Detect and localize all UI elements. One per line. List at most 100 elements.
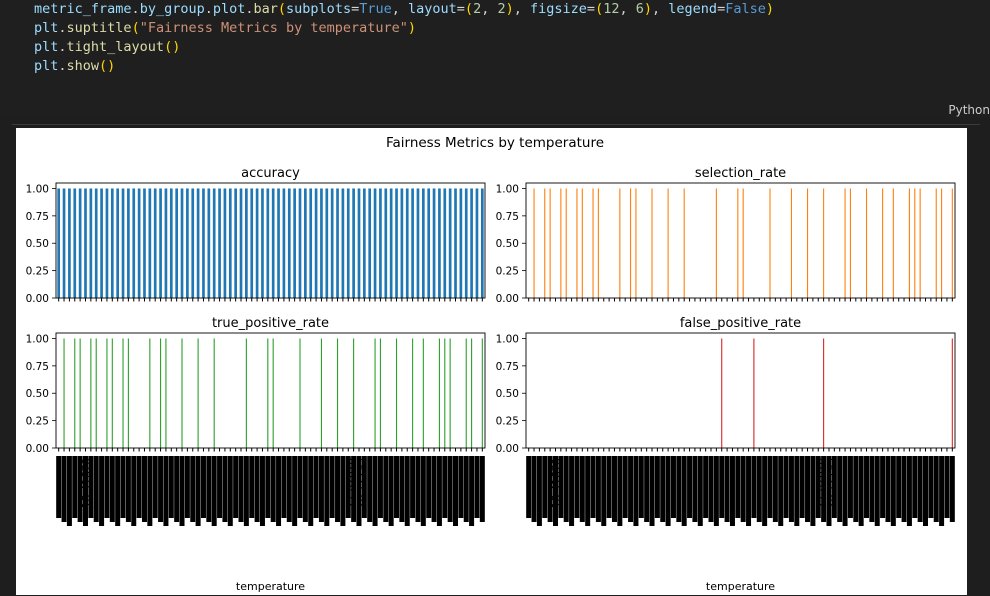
x-tick-label-dense bbox=[815, 456, 821, 518]
code-token: () bbox=[99, 58, 116, 74]
x-tick-label-dense bbox=[751, 456, 757, 518]
bar-accuracy bbox=[218, 188, 221, 298]
x-tick-label-dense bbox=[158, 456, 164, 522]
x-tick-label-dense bbox=[474, 456, 480, 518]
bar-accuracy bbox=[245, 188, 248, 298]
bar-accuracy bbox=[105, 188, 109, 298]
x-tick-label: 27.82620 bbox=[345, 458, 357, 508]
x-tick-label-dense bbox=[901, 456, 907, 522]
x-tick-label-dense bbox=[125, 456, 131, 522]
subplot-title-true_positive_rate: true_positive_rate bbox=[212, 316, 329, 331]
y-tick-label: 0.50 bbox=[26, 238, 49, 250]
bar-accuracy bbox=[202, 188, 205, 298]
bar-true_positive_rate bbox=[412, 338, 414, 448]
code-cell[interactable]: metric_frame.by_group.plot.bar(subplots=… bbox=[0, 0, 990, 118]
bar-true_positive_rate bbox=[438, 338, 440, 448]
cell-language-label[interactable]: Python bbox=[948, 103, 990, 117]
code-token: . bbox=[131, 1, 140, 17]
code-token: . bbox=[58, 58, 67, 74]
x-tick-label-dense bbox=[88, 456, 94, 518]
x-tick-label-dense bbox=[719, 456, 725, 518]
x-tick-label-dense bbox=[574, 456, 580, 518]
y-tick-label: 0.75 bbox=[496, 361, 519, 373]
bar-accuracy bbox=[68, 188, 71, 298]
x-tick-label-dense bbox=[906, 456, 912, 526]
y-tick-label: 0.50 bbox=[26, 388, 49, 400]
y-tick-label: 0.25 bbox=[496, 416, 519, 428]
x-tick-label-dense bbox=[644, 456, 650, 522]
x-tick-label-dense bbox=[858, 456, 864, 526]
axes-frame-selection_rate bbox=[525, 182, 956, 299]
bar-accuracy bbox=[143, 188, 146, 298]
x-tick-label-dense bbox=[179, 456, 185, 526]
x-tick-label-dense bbox=[531, 456, 537, 522]
x-tick-label-dense bbox=[292, 456, 298, 526]
bar-selection_rate bbox=[592, 188, 594, 298]
x-tick-label-dense bbox=[109, 456, 115, 522]
x-tick-label-dense bbox=[77, 456, 83, 522]
bar-accuracy bbox=[137, 188, 141, 298]
x-tick-label-dense bbox=[912, 456, 918, 518]
x-tick-label-dense bbox=[270, 456, 276, 522]
bar-accuracy bbox=[384, 188, 388, 298]
bar-selection_rate bbox=[635, 188, 637, 298]
x-tick-label-dense bbox=[206, 456, 212, 522]
x-tick-label-dense bbox=[622, 456, 628, 518]
x-tick-label-dense bbox=[286, 456, 292, 522]
code-line-1: metric_frame.by_group.plot.bar(subplots=… bbox=[34, 1, 774, 17]
x-tick-label-dense bbox=[141, 456, 147, 522]
bar-accuracy bbox=[293, 188, 296, 298]
bar-selection_rate bbox=[544, 188, 546, 298]
x-tick-label-dense bbox=[469, 456, 475, 526]
bar-accuracy bbox=[464, 188, 468, 298]
x-tick-label-dense bbox=[313, 456, 319, 518]
x-tick-label-dense bbox=[826, 456, 832, 526]
code-line-4: plt.show() bbox=[34, 58, 115, 74]
x-tick-label-dense bbox=[805, 456, 811, 522]
code-token: bar bbox=[253, 1, 278, 17]
y-tick-label: 1.00 bbox=[26, 333, 49, 345]
bar-accuracy bbox=[132, 188, 136, 298]
x-tick-label-dense bbox=[431, 456, 437, 522]
x-tick-label-dense bbox=[404, 456, 410, 526]
x-tick-label-dense bbox=[372, 456, 378, 526]
figure-output: Fairness Metrics by temperature accuracy… bbox=[16, 128, 967, 595]
x-tick-label-dense bbox=[415, 456, 421, 522]
bar-selection_rate bbox=[951, 188, 953, 298]
bar-true_positive_rate bbox=[127, 338, 129, 448]
bar-selection_rate bbox=[565, 188, 567, 298]
bar-accuracy bbox=[89, 188, 93, 298]
bar-selection_rate bbox=[790, 188, 792, 298]
code-token: 6 bbox=[635, 1, 644, 17]
bar-accuracy bbox=[314, 188, 318, 298]
y-tick-label: 0.25 bbox=[26, 416, 49, 428]
bar-accuracy bbox=[438, 188, 441, 298]
x-tick-label-dense bbox=[794, 456, 800, 526]
code-token: ) bbox=[407, 20, 417, 36]
bar-true_positive_rate bbox=[379, 338, 381, 448]
x-tick-label-dense bbox=[692, 456, 698, 522]
y-tick-label: 0.50 bbox=[496, 238, 519, 250]
code-token: by_group bbox=[139, 1, 205, 17]
bar-accuracy bbox=[411, 188, 414, 298]
x-tick-label-dense bbox=[665, 456, 671, 526]
code-token: , bbox=[481, 1, 498, 17]
x-tick-label-dense bbox=[628, 456, 634, 522]
bar-accuracy bbox=[266, 188, 270, 298]
bar-selection_rate bbox=[769, 188, 771, 298]
bar-true_positive_rate bbox=[471, 338, 473, 448]
x-tick-label-dense bbox=[420, 456, 426, 526]
x-tick-label-dense bbox=[687, 456, 693, 518]
x-tick-label-dense bbox=[195, 456, 201, 526]
x-tick-label-dense bbox=[190, 456, 196, 522]
x-tick-label-dense bbox=[233, 456, 239, 518]
bar-true_positive_rate bbox=[111, 338, 113, 448]
bar-true_positive_rate bbox=[122, 338, 124, 448]
bar-accuracy bbox=[427, 188, 431, 298]
x-tick-label-dense bbox=[66, 456, 72, 526]
x-tick-label-dense bbox=[708, 456, 714, 522]
x-tick-label-dense bbox=[590, 456, 596, 518]
bar-accuracy bbox=[277, 188, 280, 298]
code-token: plt bbox=[34, 39, 59, 55]
x-tick-label-dense bbox=[115, 456, 121, 526]
